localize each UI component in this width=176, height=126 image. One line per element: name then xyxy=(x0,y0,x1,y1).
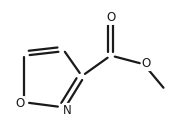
Text: N: N xyxy=(63,104,71,117)
Text: O: O xyxy=(142,57,151,70)
Text: O: O xyxy=(15,97,24,110)
Text: O: O xyxy=(106,11,115,24)
